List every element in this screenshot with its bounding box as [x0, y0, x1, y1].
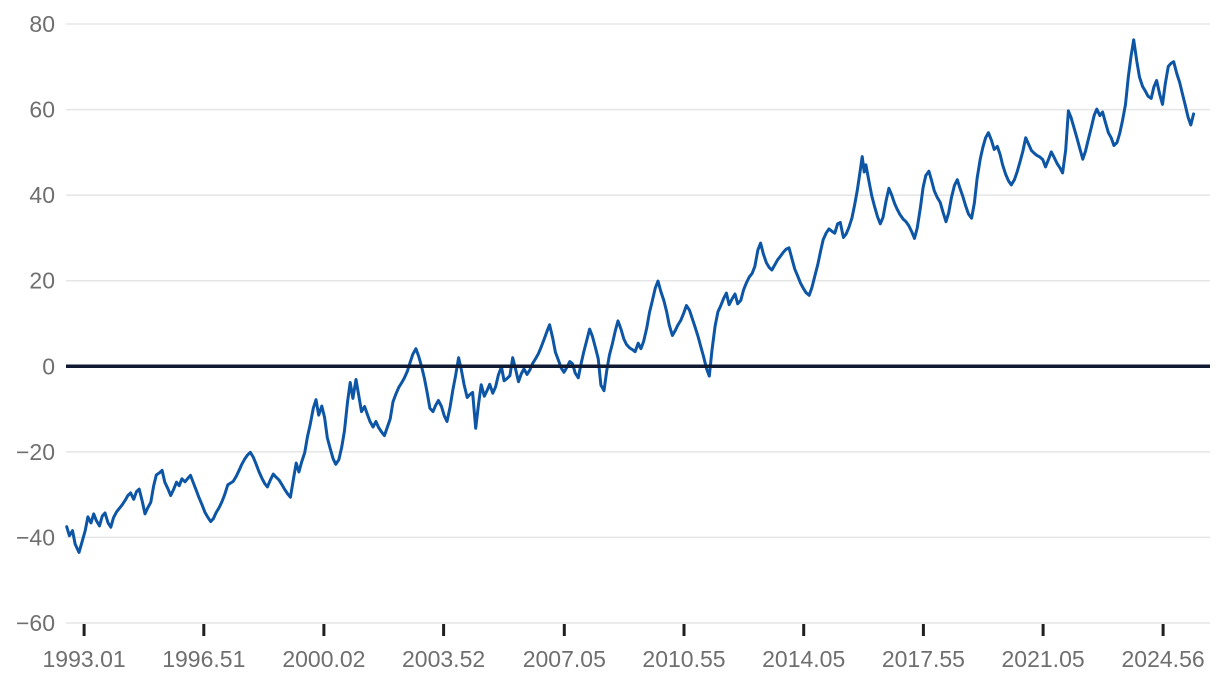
x-axis-tick-label: 1993.01: [43, 646, 126, 672]
x-axis-tick-label: 2003.52: [402, 646, 485, 672]
y-axis-tick-label: 20: [29, 268, 55, 294]
y-axis-tick-label: 0: [42, 353, 55, 379]
y-axis-tick-label: 40: [29, 182, 55, 208]
x-axis-tick-label: 1996.51: [162, 646, 245, 672]
y-axis-labels-group: 80 60 40 20 0 −20 −40 −60: [16, 11, 55, 636]
x-axis-ticks-group: 1993.01 1996.51 2000.02 2003.52 2007.05 2010.…: [43, 624, 1205, 672]
x-axis-tick-label: 2010.55: [642, 646, 725, 672]
y-axis-tick-label: 80: [29, 11, 55, 37]
y-axis-tick-label: −40: [16, 524, 55, 550]
y-axis-tick-label: −60: [16, 610, 55, 636]
x-axis-tick-label: 2021.05: [1002, 646, 1085, 672]
x-axis-tick-label: 2017.55: [882, 646, 965, 672]
x-axis-tick-label: 2000.02: [282, 646, 365, 672]
x-axis-tick-label: 2007.05: [523, 646, 606, 672]
x-axis-tick-label: 2014.05: [762, 646, 845, 672]
y-axis-tick-label: −20: [16, 439, 55, 465]
y-axis-tick-label: 60: [29, 97, 55, 123]
x-axis-tick-label: 2024.56: [1122, 646, 1205, 672]
series-line: [65, 38, 1196, 554]
gridlines-group: [66, 23, 1210, 624]
